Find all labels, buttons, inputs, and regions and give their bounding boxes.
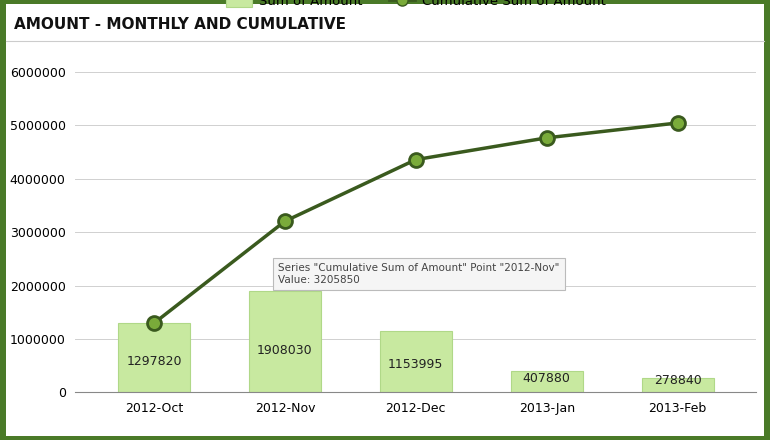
Legend: Sum of Amount, Cumulative Sum of Amount: Sum of Amount, Cumulative Sum of Amount [221, 0, 611, 13]
Bar [118, 323, 190, 392]
Bar [249, 290, 321, 392]
Text: 278840: 278840 [654, 374, 701, 387]
Text: Series "Cumulative Sum of Amount" Point "2012-Nov"
Value: 3205850: Series "Cumulative Sum of Amount" Point … [279, 263, 560, 285]
Bar [511, 370, 583, 392]
Bar [641, 378, 714, 392]
Text: 407880: 407880 [523, 372, 571, 385]
Text: 1908030: 1908030 [257, 344, 313, 357]
Text: AMOUNT - MONTHLY AND CUMULATIVE: AMOUNT - MONTHLY AND CUMULATIVE [14, 17, 346, 32]
Text: 1297820: 1297820 [126, 355, 182, 368]
Text: 1153995: 1153995 [388, 358, 444, 371]
Bar [380, 331, 452, 392]
